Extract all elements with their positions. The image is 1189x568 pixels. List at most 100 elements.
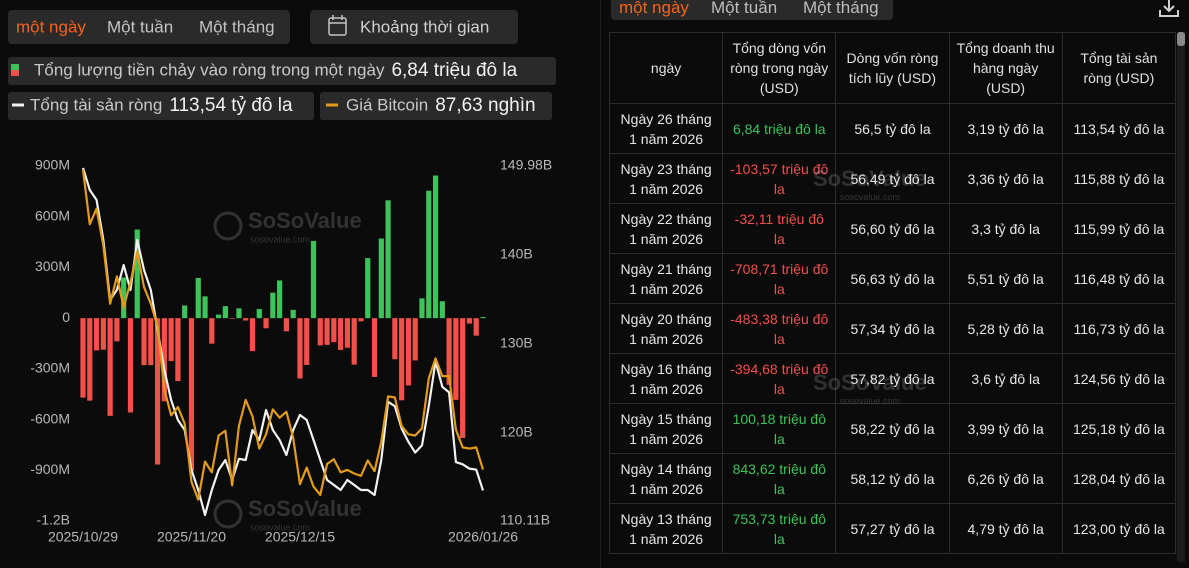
tab[interactable]: Một tháng [803,0,879,17]
table-cell: Ngày 16 tháng 1 năm 2026 [608,353,724,404]
tab[interactable]: một ngày [619,0,689,17]
tab[interactable]: Một tuần [107,17,173,36]
y-tick-label: -900M [30,461,70,477]
date-range-label[interactable]: Khoảng thời gian [360,17,489,36]
bar [270,292,276,319]
bar [277,280,283,319]
line [81,167,485,517]
legend-box [320,92,552,120]
bar [378,238,384,319]
table-row: Ngày 20 tháng 1 năm 2026 -483,38 triệu đô… [608,303,1177,354]
y-tick-label: -1.2B [37,512,70,528]
table-cell: 4,79 tỷ đô la [948,503,1063,554]
download-button[interactable] [1157,0,1181,20]
table-cell: 5,51 tỷ đô la [948,253,1063,304]
tab-group [8,10,290,44]
bar [154,318,161,465]
bar [365,258,371,319]
table-cell: 113,54 tỷ đô la [1061,103,1177,154]
legend-label: Tổng lượng tiền chảy vào ròng trong một … [34,60,385,79]
bar [209,318,215,344]
date-range-button[interactable] [310,10,518,44]
tab[interactable]: Một tháng [199,17,275,36]
bar [317,318,323,346]
legend-swatch [11,64,19,70]
bar [304,318,310,365]
table-cell: 843,62 triệu đô la [722,453,837,504]
bar [243,318,249,321]
table-cell: Ngày 22 tháng 1 năm 2026 [608,203,724,254]
table-cell: 3,99 tỷ đô la [948,403,1063,454]
bar [480,316,486,319]
y-tick-label: 149.98B [500,157,552,173]
table-panel: một ngày Một tuần Một tháng ngày Tổng dòn… [600,0,1189,568]
bar [229,318,235,319]
bar [87,318,93,401]
y-tick-label: 140B [500,246,533,262]
table-cell: 56,60 tỷ đô la [835,203,950,254]
bar [371,318,378,377]
table-cell: -708,71 triệu đô la [722,253,837,304]
tab[interactable]: Một tuần [711,0,778,17]
y-tick-label: 900M [35,157,70,173]
bar [134,229,140,319]
table-row: Ngày 13 tháng 1 năm 2026 753,73 triệu đô … [608,503,1177,554]
table-cell: 753,73 triệu đô la [722,503,837,554]
table-cell: -103,57 triệu đô la [722,153,837,204]
bar [283,318,289,332]
bar [460,318,466,438]
table-cell: 124,56 tỷ đô la [1061,353,1177,404]
table-cell: 6,26 tỷ đô la [948,453,1063,504]
bar [439,301,445,319]
column-header: Tổng dòng vốn ròng trong ngày (USD) [722,32,837,104]
y-tick-label: 0 [62,309,70,325]
bar [107,318,113,416]
table-cell: 123,00 tỷ đô la [1061,503,1177,554]
bar [453,318,459,400]
bar [338,318,344,350]
bar [161,318,167,402]
bar [358,318,364,322]
table-cell: Ngày 26 tháng 1 năm 2026 [608,103,724,154]
table-cell: Ngày 15 tháng 1 năm 2026 [608,403,724,454]
y-tick-label: 300M [35,258,70,274]
bar [331,318,337,343]
legend-box [8,57,556,85]
scrollbar[interactable] [1177,32,1185,562]
column-header: ngày [608,32,724,104]
table-cell: 115,88 tỷ đô la [1061,153,1177,204]
bar [100,318,106,350]
table-row: Ngày 15 tháng 1 năm 2026 100,18 triệu đô … [608,403,1177,454]
table-cell: -483,38 triệu đô la [722,303,837,354]
legend-value: 6,84 triệu đô la [391,60,517,81]
bar [222,306,228,319]
data-table: ngày Tổng dòng vốn ròng trong ngày (USD) D… [608,32,1177,554]
bar [473,318,479,336]
bar [141,318,147,366]
bar [344,318,351,348]
bar [256,309,262,319]
watermark-brand: SoSoValue [248,208,362,233]
bar [405,318,412,386]
bar [93,318,100,351]
watermark-site: sosovalue.com [250,522,310,532]
bar [466,318,473,324]
bar [195,277,201,319]
table-cell: Ngày 23 tháng 1 năm 2026 [608,153,724,204]
table-cell: 115,99 tỷ đô la [1061,203,1177,254]
legend-label: Giá Bitcoin [346,95,428,114]
watermark: SoSoValue sosovalue.com SoSoValue sosova… [213,208,362,532]
table-row: Ngày 22 tháng 1 năm 2026 -32,11 triệu đô … [608,203,1177,254]
table-cell: 58,22 tỷ đô la [835,403,950,454]
table-cell: 56,63 tỷ đô la [835,253,950,304]
column-header: Dòng vốn ròng tích lũy (USD) [835,32,950,104]
table-row: Ngày 21 tháng 1 năm 2026 -708,71 triệu đô… [608,253,1177,304]
bar [426,190,432,319]
table-cell: 58,12 tỷ đô la [835,453,950,504]
bar [127,318,134,413]
bar [446,318,452,385]
tab[interactable]: một ngày [16,17,86,36]
bar [80,318,86,398]
